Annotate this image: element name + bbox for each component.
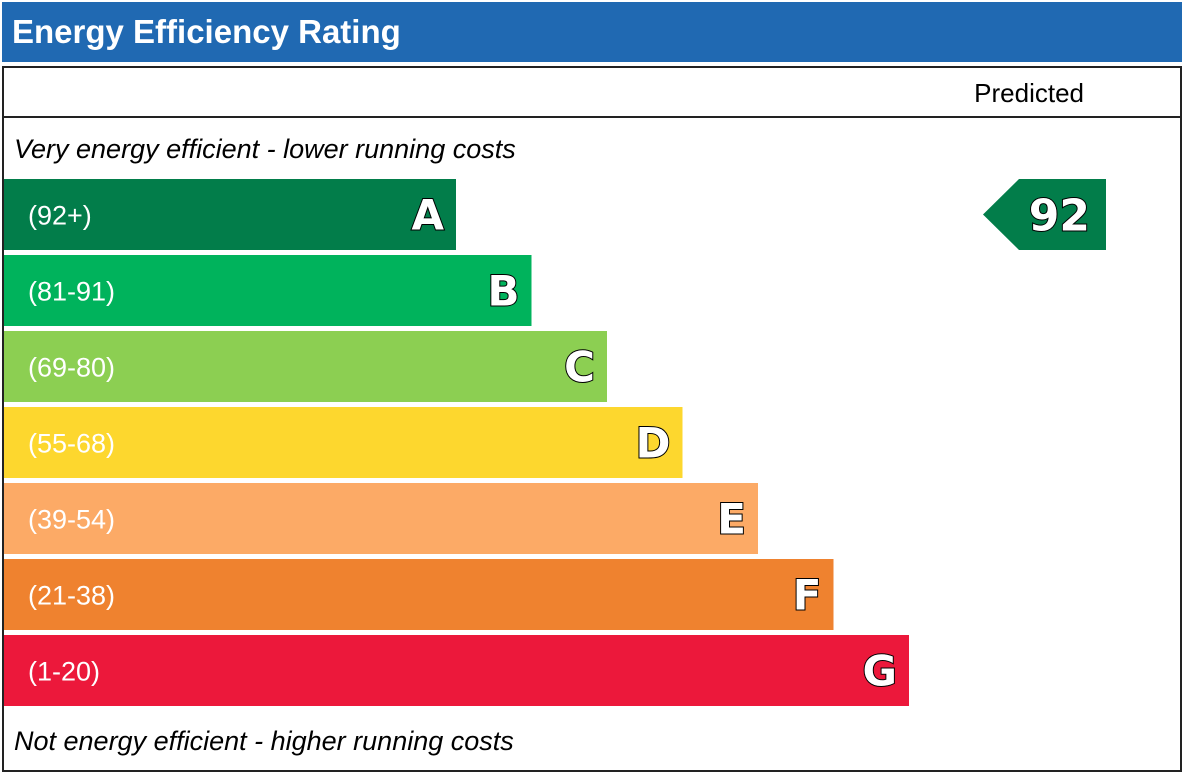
predicted-column-label: Predicted [974, 78, 1084, 108]
bottom-caption: Not energy efficient - higher running co… [14, 726, 514, 756]
band-d: (55-68) D [4, 407, 683, 478]
band-bar-d [4, 407, 683, 478]
band-b: (81-91) B [4, 255, 532, 326]
predicted-value: 92 [1029, 191, 1090, 242]
band-range-c: (69-80) [28, 353, 115, 383]
header-row: Predicted [4, 68, 1180, 118]
band-letter-g: G [863, 647, 897, 696]
band-range-d: (55-68) [28, 429, 115, 459]
band-letter-f: F [793, 571, 822, 620]
band-bar-c [4, 331, 607, 402]
band-range-b: (81-91) [28, 277, 115, 307]
rating-frame: Predicted Very energy efficient - lower … [2, 66, 1182, 772]
band-c: (69-80) C [4, 331, 607, 402]
band-bar-a [4, 179, 456, 250]
band-letter-b: B [487, 267, 519, 316]
band-range-g: (1-20) [28, 657, 100, 687]
band-bar-e [4, 483, 758, 554]
band-range-e: (39-54) [28, 505, 115, 535]
chart-title: Energy Efficiency Rating [2, 2, 1182, 62]
band-letter-c: C [564, 343, 595, 392]
band-f: (21-38) F [4, 559, 834, 630]
band-e: (39-54) E [4, 483, 758, 554]
band-bar-f [4, 559, 834, 630]
band-bar-b [4, 255, 532, 326]
band-range-f: (21-38) [28, 581, 115, 611]
band-letter-e: E [717, 495, 746, 544]
band-bar-g [4, 635, 909, 706]
band-a: (92+) A [4, 179, 456, 250]
band-letter-a: A [411, 191, 444, 240]
predicted-pointer-shape [983, 179, 1106, 250]
predicted-pointer: 92 [983, 179, 1106, 250]
top-caption: Very energy efficient - lower running co… [14, 134, 516, 164]
band-range-a: (92+) [28, 201, 92, 231]
band-g: (1-20) G [4, 635, 909, 706]
band-letter-d: D [636, 419, 671, 468]
